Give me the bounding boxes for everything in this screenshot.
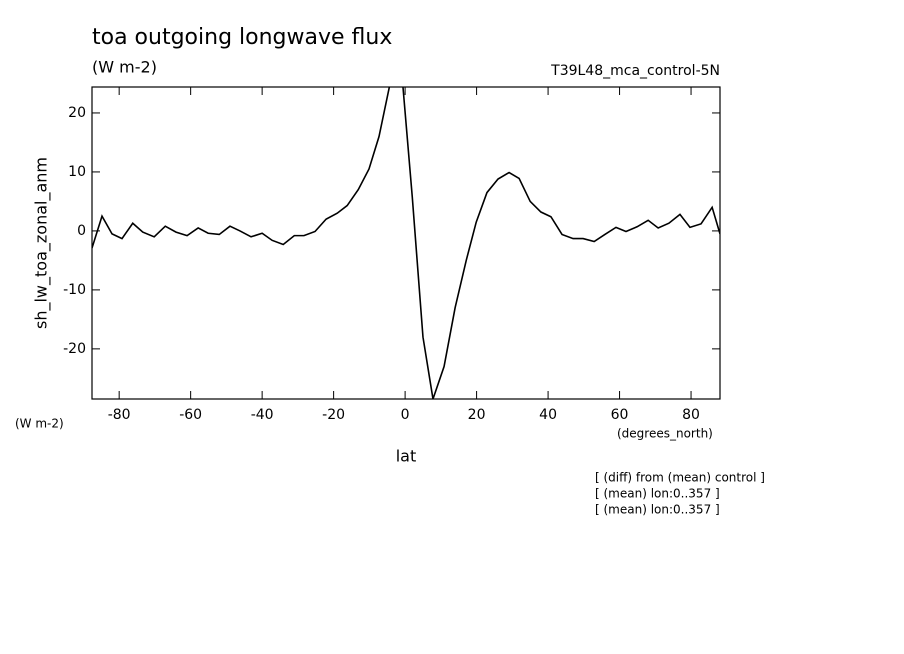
x-tick-label: 20 [468,407,486,423]
x-tick-label: -20 [322,407,345,423]
y-units: (W m-2) [15,417,64,431]
data-line [92,87,720,399]
x-tick-label: -80 [108,407,131,423]
note: [ (diff) from (mean) control ] [595,471,765,485]
x-units: (degrees_north) [617,427,713,441]
y-tick-label: -10 [63,282,86,298]
x-axis-label: lat [396,447,417,466]
run-label: T39L48_mca_control-5N [550,63,720,79]
x-tick-label: 40 [539,407,557,423]
y-tick-label: -20 [63,341,86,357]
x-tick-label: 60 [611,407,629,423]
note: [ (mean) lon:0..357 ] [595,487,720,501]
plot-frame [91,86,721,400]
note: [ (mean) lon:0..357 ] [595,503,720,517]
y-tick-label: 10 [68,164,86,180]
y-tick-label: 20 [68,105,86,121]
subtitle: (W m-2) [92,58,157,77]
chart-title: toa outgoing longwave flux [92,25,392,50]
x-tick-label: -60 [179,407,202,423]
y-axis-label: sh_lw_toa_zonal_anm [32,157,52,329]
x-tick-label: 0 [401,407,410,423]
x-tick-label: 80 [682,407,700,423]
y-tick-label: 0 [77,223,86,239]
x-tick-label: -40 [251,407,274,423]
